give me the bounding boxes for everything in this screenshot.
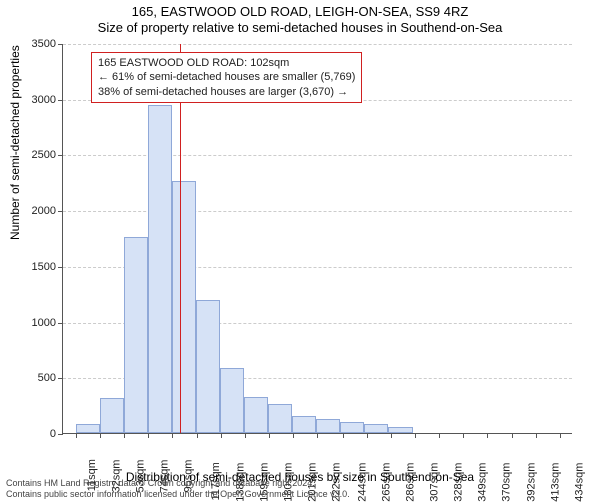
y-tick-label: 3500 (16, 38, 56, 50)
plot-area: 11sqm32sqm53sqm74sqm95sqm117sqm138sqm159… (62, 44, 572, 434)
y-tick-label: 3000 (16, 94, 56, 106)
x-tick-mark (124, 433, 125, 438)
histogram-bar (388, 427, 412, 433)
x-tick-mark (76, 433, 77, 438)
chart-title-line-2: Size of property relative to semi-detach… (0, 20, 600, 36)
y-tick-mark (58, 267, 63, 268)
y-tick-mark (58, 434, 63, 435)
footer-line-1: Contains HM Land Registry data © Crown c… (6, 478, 350, 488)
x-tick-mark (221, 433, 222, 438)
x-tick-mark (317, 433, 318, 438)
histogram-bar (100, 398, 124, 433)
x-tick-mark (560, 433, 561, 438)
annotation-line: ← 61% of semi-detached houses are smalle… (98, 70, 355, 84)
footer-line-2: Contains public sector information licen… (6, 489, 350, 499)
histogram-bar (172, 181, 196, 433)
histogram-bar (268, 404, 292, 433)
y-tick-mark (58, 155, 63, 156)
x-tick-mark (100, 433, 101, 438)
x-tick-mark (536, 433, 537, 438)
histogram-bar (340, 422, 364, 433)
y-tick-mark (58, 44, 63, 45)
y-tick-label: 0 (16, 428, 56, 440)
histogram-bar (76, 424, 100, 433)
y-tick-mark (58, 211, 63, 212)
x-tick-mark (148, 433, 149, 438)
y-tick-label: 2000 (16, 205, 56, 217)
x-tick-mark (415, 433, 416, 438)
x-tick-mark (391, 433, 392, 438)
gridline-h (63, 211, 572, 212)
x-tick-mark (245, 433, 246, 438)
y-tick-mark (58, 100, 63, 101)
x-tick-mark (439, 433, 440, 438)
x-tick-mark (463, 433, 464, 438)
histogram-bar (292, 416, 316, 433)
annotation-box: 165 EASTWOOD OLD ROAD: 102sqm← 61% of se… (91, 52, 362, 103)
x-tick-mark (343, 433, 344, 438)
x-tick-mark (293, 433, 294, 438)
histogram-bar (220, 368, 244, 433)
y-tick-label: 1500 (16, 261, 56, 273)
histogram-bar (148, 105, 172, 433)
x-tick-mark (197, 433, 198, 438)
y-tick-label: 500 (16, 372, 56, 384)
x-tick-mark (487, 433, 488, 438)
annotation-line: 165 EASTWOOD OLD ROAD: 102sqm (98, 56, 355, 70)
x-tick-mark (512, 433, 513, 438)
footer-attribution: Contains HM Land Registry data © Crown c… (6, 478, 350, 499)
x-tick-mark (172, 433, 173, 438)
chart-title-line-1: 165, EASTWOOD OLD ROAD, LEIGH-ON-SEA, SS… (0, 4, 600, 20)
x-tick-mark (269, 433, 270, 438)
histogram-bar (364, 424, 388, 433)
histogram-bar (196, 300, 220, 433)
y-tick-label: 2500 (16, 149, 56, 161)
histogram-bar (316, 419, 340, 433)
y-tick-mark (58, 378, 63, 379)
gridline-h (63, 155, 572, 156)
histogram-bar (124, 237, 148, 433)
x-tick-mark (367, 433, 368, 438)
gridline-h (63, 44, 572, 45)
y-tick-label: 1000 (16, 317, 56, 329)
y-tick-mark (58, 323, 63, 324)
chart-area: 11sqm32sqm53sqm74sqm95sqm117sqm138sqm159… (62, 44, 572, 434)
histogram-bar (244, 397, 268, 433)
annotation-line: 38% of semi-detached houses are larger (… (98, 85, 355, 99)
